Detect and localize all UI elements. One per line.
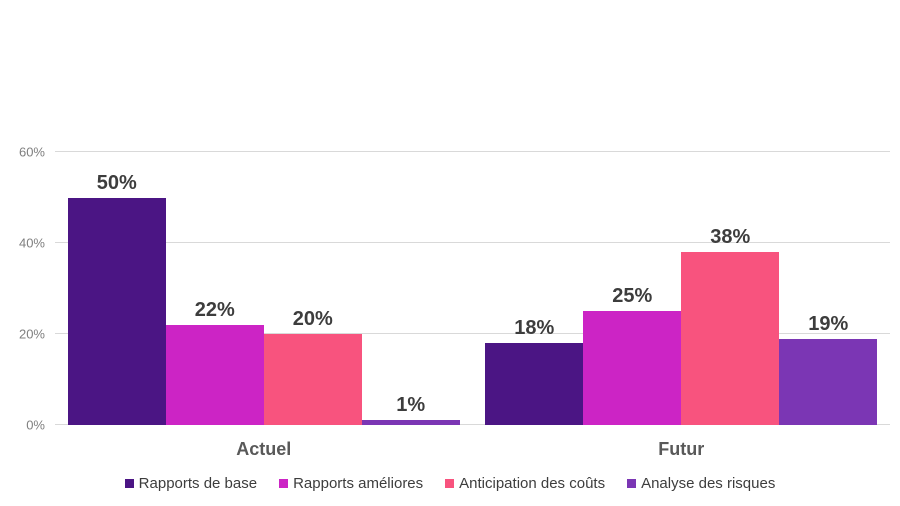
legend-item: Anticipation des coûts: [445, 475, 605, 492]
legend-swatch-icon: [445, 479, 455, 488]
legend: Rapports de base Rapports améliores Antici…: [0, 475, 900, 492]
bar: 50%: [67, 173, 166, 425]
legend-label: Analyse des risques: [641, 475, 776, 492]
bar-value-label: 25%: [612, 285, 653, 308]
legend-item: Rapports de base: [124, 475, 258, 492]
bar: 38%: [681, 227, 780, 425]
gridline: [55, 333, 890, 334]
y-tick-label: 40%: [18, 235, 45, 251]
bar: 25%: [583, 286, 682, 425]
y-axis: 0% 20% 40% 60%: [0, 146, 47, 432]
bar: 18%: [485, 318, 584, 425]
category-group-actuel: 50% 22% 20% 1%: [55, 152, 473, 425]
legend-swatch-icon: [279, 479, 289, 488]
y-tick-label: 60%: [18, 144, 45, 160]
bar: 1%: [361, 395, 460, 425]
gridline: [55, 242, 890, 243]
bar-value-label: 1%: [396, 394, 426, 417]
bar: 19%: [779, 314, 878, 425]
x-axis: Actuel Futur: [55, 439, 890, 461]
gridline: [55, 424, 890, 425]
bar-value-label: 50%: [96, 171, 137, 194]
category-group-futur: 18% 25% 38% 19%: [473, 152, 891, 425]
bar-value-label: 19%: [808, 312, 849, 335]
plot-area: 50% 22% 20% 1% 18% 25% 38% 19%: [55, 151, 891, 425]
y-tick-label: 0%: [26, 417, 45, 433]
legend-item: Rapports améliores: [279, 475, 423, 492]
legend-item: Analyse des risques: [627, 475, 775, 492]
bar-value-label: 18%: [514, 317, 555, 340]
bar-value-label: 38%: [710, 226, 751, 249]
bar: 22%: [165, 300, 264, 425]
x-category-label: Actuel: [236, 439, 292, 459]
x-category-label: Futur: [658, 439, 705, 459]
legend-swatch-icon: [627, 479, 637, 488]
bar-value-label: 22%: [194, 298, 235, 321]
legend-label: Anticipation des coûts: [459, 475, 606, 492]
legend-label: Rapports de base: [138, 475, 258, 492]
bar-value-label: 20%: [292, 308, 333, 330]
gridline: [55, 151, 890, 152]
legend-swatch-icon: [124, 479, 134, 488]
bar: 20%: [263, 309, 362, 425]
y-tick-label: 20%: [18, 326, 45, 342]
legend-label: Rapports améliores: [293, 475, 424, 492]
